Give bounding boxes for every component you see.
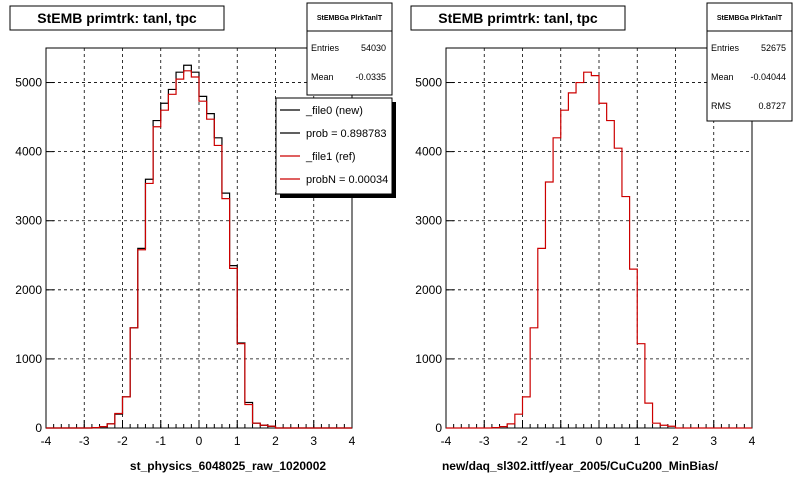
chart-title: StEMB primtrk: tanl, tpc <box>37 10 197 26</box>
y-tick-label: 1000 <box>15 352 42 366</box>
y-tick-label: 0 <box>35 421 42 435</box>
x-tick-label: 1 <box>634 434 641 448</box>
stats-value: 0.8727 <box>758 101 786 111</box>
x-tick-label: 4 <box>749 434 756 448</box>
plot-frame <box>445 47 753 429</box>
title-box <box>9 5 225 31</box>
legend-entry-label: prob = 0.898783 <box>306 128 386 140</box>
histogram-series-1 <box>446 71 752 429</box>
x-tick-label: 2 <box>672 434 679 448</box>
stats-value: 52675 <box>761 43 786 53</box>
y-tick-label: 4000 <box>415 145 442 159</box>
stats-value: -0.04044 <box>750 72 786 82</box>
stats-label: Mean <box>711 72 734 82</box>
x-tick-label: -1 <box>555 434 566 448</box>
stats-label: Entries <box>711 43 740 53</box>
y-tick-label: 3000 <box>415 214 442 228</box>
x-tick-label: -4 <box>41 434 52 448</box>
chart-title: StEMB primtrk: tanl, tpc <box>438 10 598 26</box>
x-tick-label: -2 <box>517 434 528 448</box>
x-tick-label: 2 <box>272 434 279 448</box>
stats-value: -0.0335 <box>355 72 386 82</box>
y-tick-label: 0 <box>435 421 442 435</box>
y-tick-label: 2000 <box>15 283 42 297</box>
x-tick-label: 0 <box>596 434 603 448</box>
x-tick-label: 3 <box>310 434 317 448</box>
chart-panel-2: -4 -3 -2 -1 0 1 2 3 4 0 1000 2000 3000 4000 5000 StEMB … <box>410 2 793 473</box>
stats-value: 54030 <box>361 43 386 53</box>
legend-entry-label: _file1 (ref) <box>305 151 356 163</box>
stats-box <box>306 2 393 96</box>
chart-panel-1: -4 -3 -2 -1 0 1 2 3 4 0 1000 2000 3000 4000 5000 StEMB … <box>9 2 396 473</box>
x-tick-label: 4 <box>349 434 356 448</box>
stats-label: RMS <box>711 101 731 111</box>
legend: _file0 (new) prob = 0.898783 _file1 (ref) p… <box>280 105 388 186</box>
x-tick-label: 3 <box>710 434 717 448</box>
legend-entry-label: probN = 0.00034 <box>306 174 388 186</box>
x-axis-label: new/daq_sl302.ittf/year_2005/CuCu200_Min… <box>442 459 719 473</box>
y-tick-label: 5000 <box>15 76 42 90</box>
stats-label: Entries <box>311 43 340 53</box>
x-tick-label: -3 <box>479 434 490 448</box>
y-tick-label: 4000 <box>15 145 42 159</box>
stats-label: Mean <box>311 72 334 82</box>
legend-box <box>275 97 393 195</box>
stats-box <box>706 2 793 122</box>
legend-entry-label: _file0 (new) <box>305 105 363 117</box>
x-tick-label: -1 <box>155 434 166 448</box>
x-tick-label: 0 <box>196 434 203 448</box>
title-box <box>410 5 626 31</box>
stats-header: StEMBGa PlrkTanlT <box>717 15 783 22</box>
histogram-series-2 <box>46 70 352 429</box>
y-tick-label: 3000 <box>15 214 42 228</box>
y-tick-label: 2000 <box>415 283 442 297</box>
y-tick-label: 1000 <box>415 352 442 366</box>
y-tick-label: 5000 <box>415 76 442 90</box>
x-tick-label: -4 <box>441 434 452 448</box>
x-tick-label: -3 <box>79 434 90 448</box>
stats-header: StEMBGa PlrkTanlT <box>317 15 383 22</box>
x-axis-label: st_physics_6048025_raw_1020002 <box>130 459 326 473</box>
x-tick-label: 1 <box>234 434 241 448</box>
x-tick-label: -2 <box>117 434 128 448</box>
